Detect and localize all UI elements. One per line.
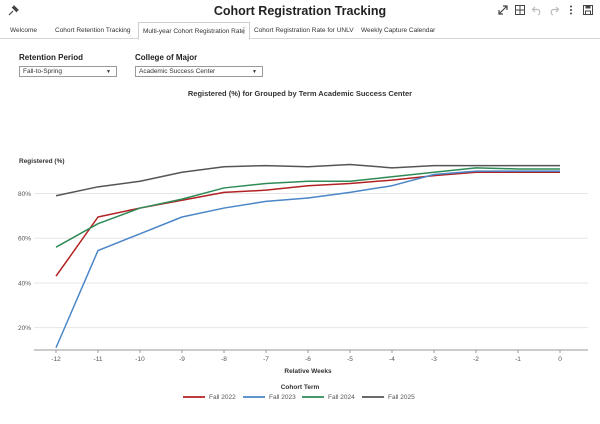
tab-weekly-capture-calendar[interactable]: Weekly Capture Calendar [361, 27, 436, 34]
y-tick-label: 60% [18, 236, 31, 243]
series-line-fall-2023 [55, 170, 560, 349]
x-axis-label: Relative Weeks [284, 368, 332, 375]
chart-title: Registered (%) for Grouped by Term Acade… [187, 89, 413, 98]
tab-menu-icon[interactable]: ⋮ [240, 26, 248, 35]
grid-icon[interactable] [514, 4, 526, 16]
tab-multi-year-cohort-registration-rate[interactable]: Multi-year Cohort Registration Rate [138, 22, 250, 40]
y-tick-label: 80% [18, 191, 31, 198]
legend-item-label: Fall 2023 [269, 394, 296, 401]
tab-cohort-retention-tracking[interactable]: Cohort Retention Tracking [55, 27, 131, 34]
app-title: Cohort Registration Tracking [213, 4, 387, 18]
undo-icon[interactable] [531, 4, 543, 16]
x-tick-label: -9 [179, 356, 185, 363]
college-of-major-label: College of Major [135, 53, 198, 62]
more-vert-icon[interactable] [565, 4, 577, 16]
college-of-major-filter: College of Major Academic Success Center… [135, 53, 263, 77]
save-icon[interactable] [582, 4, 594, 16]
x-tick-label: -6 [305, 356, 311, 363]
x-tick-label: -10 [135, 356, 145, 363]
legend-title: Cohort Term [281, 384, 320, 391]
redo-icon[interactable] [548, 4, 560, 16]
x-tick-label: -12 [51, 356, 61, 363]
y-tick-label: 40% [18, 280, 31, 287]
x-tick-label: -1 [515, 356, 521, 363]
chevron-down-icon: ▼ [252, 69, 257, 75]
y-tick-label: 20% [18, 325, 31, 332]
pin-icon[interactable] [6, 4, 20, 18]
legend-item-label: Fall 2024 [328, 394, 355, 401]
x-tick-label: -5 [347, 356, 353, 363]
college-of-major-value: Academic Success Center [139, 68, 216, 75]
retention-period-label: Retention Period [19, 53, 84, 62]
x-tick-label: -8 [221, 356, 227, 363]
expand-icon[interactable] [497, 4, 509, 16]
top-bar: Cohort Registration Tracking [0, 0, 600, 22]
x-tick-label: 0 [558, 356, 562, 363]
tab-cohort-registration-rate-unlv[interactable]: Cohort Registration Rate for UNLV [254, 27, 354, 34]
series-line-fall-2022 [55, 171, 560, 277]
x-tick-label: -11 [94, 356, 103, 363]
tab-bar: Welcome Cohort Retention Tracking Multi-… [0, 22, 600, 40]
x-tick-label: -4 [389, 356, 395, 363]
legend-item-label: Fall 2022 [209, 394, 236, 401]
retention-period-value: Fall-to-Spring [23, 68, 63, 75]
retention-period-select[interactable]: Fall-to-Spring ▼ [19, 66, 117, 77]
series-line-fall-2024 [55, 167, 560, 248]
retention-period-filter: Retention Period Fall-to-Spring ▼ [19, 53, 117, 77]
chevron-down-icon: ▼ [106, 69, 111, 75]
tab-welcome[interactable]: Welcome [10, 27, 37, 34]
y-axis-label: Registered (%) [19, 158, 65, 165]
legend-item-label: Fall 2025 [388, 394, 415, 401]
college-of-major-select[interactable]: Academic Success Center ▼ [135, 66, 263, 77]
x-tick-label: -7 [263, 356, 269, 363]
series-line-fall-2025 [55, 163, 560, 197]
x-tick-label: -3 [431, 356, 437, 363]
x-tick-label: -2 [473, 356, 479, 363]
